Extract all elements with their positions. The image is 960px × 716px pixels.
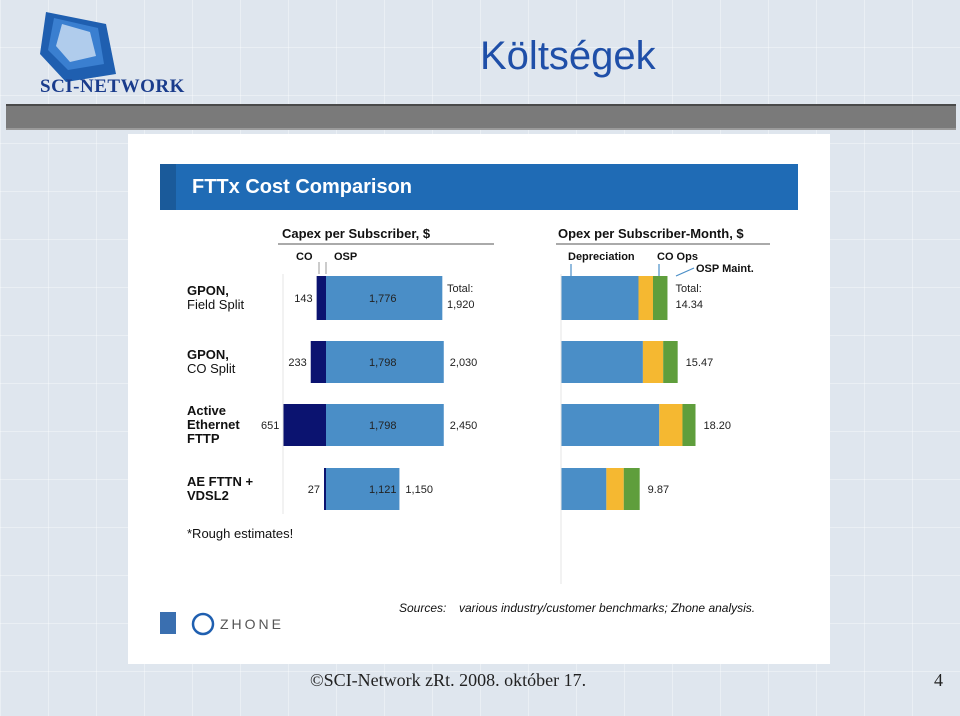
capex-legend-osp: OSP xyxy=(334,251,357,263)
opex-legend-depreciation: Depreciation xyxy=(568,251,635,263)
opex-depreciation-bar xyxy=(561,341,643,383)
capex-total-caption: Total: xyxy=(447,283,473,295)
capex-osp-bar xyxy=(326,341,444,383)
page-number: 4 xyxy=(934,670,943,690)
row-label: AE FTTN + xyxy=(187,474,253,489)
capex-osp-value: 1,798 xyxy=(369,357,397,369)
opex-depreciation-bar xyxy=(561,276,639,320)
capex-co-bar xyxy=(310,341,326,383)
title-divider-bar xyxy=(6,104,956,130)
sources-text: various industry/customer benchmarks; Zh… xyxy=(459,601,755,615)
chart-panel: FTTx Cost Comparison Capex per Subscribe… xyxy=(128,134,830,664)
capex-co-value: 143 xyxy=(294,293,312,305)
capex-co-value: 651 xyxy=(261,420,279,432)
slide-title: Költségek xyxy=(480,34,656,78)
capex-title: Capex per Subscriber, $ xyxy=(282,226,431,241)
opex-co-ops-bar xyxy=(606,468,624,510)
row-label: GPON, xyxy=(187,347,229,362)
header-stripe xyxy=(160,164,176,210)
opex-total-value: 9.87 xyxy=(648,484,669,496)
capex-osp-bar xyxy=(326,404,444,446)
capex-osp-value: 1,798 xyxy=(369,420,397,432)
opex-osp-maint-bar xyxy=(682,404,696,446)
opex-co-ops-bar xyxy=(659,404,683,446)
capex-total-value: 2,450 xyxy=(450,420,478,432)
chart-title: FTTx Cost Comparison xyxy=(192,176,413,198)
capex-osp-bar xyxy=(326,468,400,510)
row-label: FTTP xyxy=(187,431,220,446)
opex-total-value: 18.20 xyxy=(704,420,732,432)
capex-total-value: 1,150 xyxy=(405,484,433,496)
capex-total-value: 2,030 xyxy=(450,357,478,369)
row-label: Ethernet xyxy=(187,417,240,432)
chart-header: FTTx Cost Comparison xyxy=(160,164,798,210)
capex-total-value: 1,920 xyxy=(447,299,475,311)
opex-legend-tick xyxy=(675,267,695,277)
opex-total-value: 15.47 xyxy=(686,357,714,369)
opex-depreciation-bar xyxy=(561,404,660,446)
capex-co-value: 233 xyxy=(288,357,306,369)
capex-osp-value: 1,121 xyxy=(369,484,397,496)
row-label: VDSL2 xyxy=(187,488,229,503)
capex-osp-value: 1,776 xyxy=(369,293,397,305)
rough-estimates-note: *Rough estimates! xyxy=(187,526,293,541)
row-label: CO Split xyxy=(187,361,236,376)
chart-svg: Capex per Subscriber, $ Opex per Subscrib… xyxy=(160,226,770,636)
opex-co-ops-bar xyxy=(642,341,664,383)
brand-stripe xyxy=(160,612,176,634)
zhone-logo-icon xyxy=(191,612,215,636)
opex-total-value: 14.34 xyxy=(675,299,703,311)
capex-co-bar xyxy=(283,404,326,446)
capex-co-value: 27 xyxy=(308,484,320,496)
opex-title: Opex per Subscriber-Month, $ xyxy=(558,226,744,241)
opex-legend-co-ops: CO Ops xyxy=(657,251,698,263)
sci-network-logo xyxy=(6,4,226,104)
opex-osp-maint-bar xyxy=(623,468,640,510)
row-label: Active xyxy=(187,403,226,418)
opex-total-caption: Total: xyxy=(675,283,701,295)
capex-co-bar xyxy=(324,468,326,510)
row-label: GPON, xyxy=(187,283,229,298)
capex-co-bar xyxy=(316,276,326,320)
opex-depreciation-bar xyxy=(561,468,607,510)
row-label: Field Split xyxy=(187,297,244,312)
zhone-brand-text: ZHONE xyxy=(220,616,284,632)
opex-osp-maint-bar xyxy=(663,341,678,383)
globe-icon xyxy=(40,12,116,82)
sources-label: Sources: xyxy=(399,601,446,615)
opex-co-ops-bar xyxy=(638,276,653,320)
footer-copyright: ©SCI-Network zRt. 2008. október 17. xyxy=(310,670,587,690)
opex-osp-maint-bar xyxy=(652,276,668,320)
capex-legend-co: CO xyxy=(296,251,313,263)
capex-osp-bar xyxy=(326,276,443,320)
opex-legend-osp-maint: OSP Maint. xyxy=(696,263,754,275)
logo-text: SCI-NETWORK xyxy=(40,76,185,97)
